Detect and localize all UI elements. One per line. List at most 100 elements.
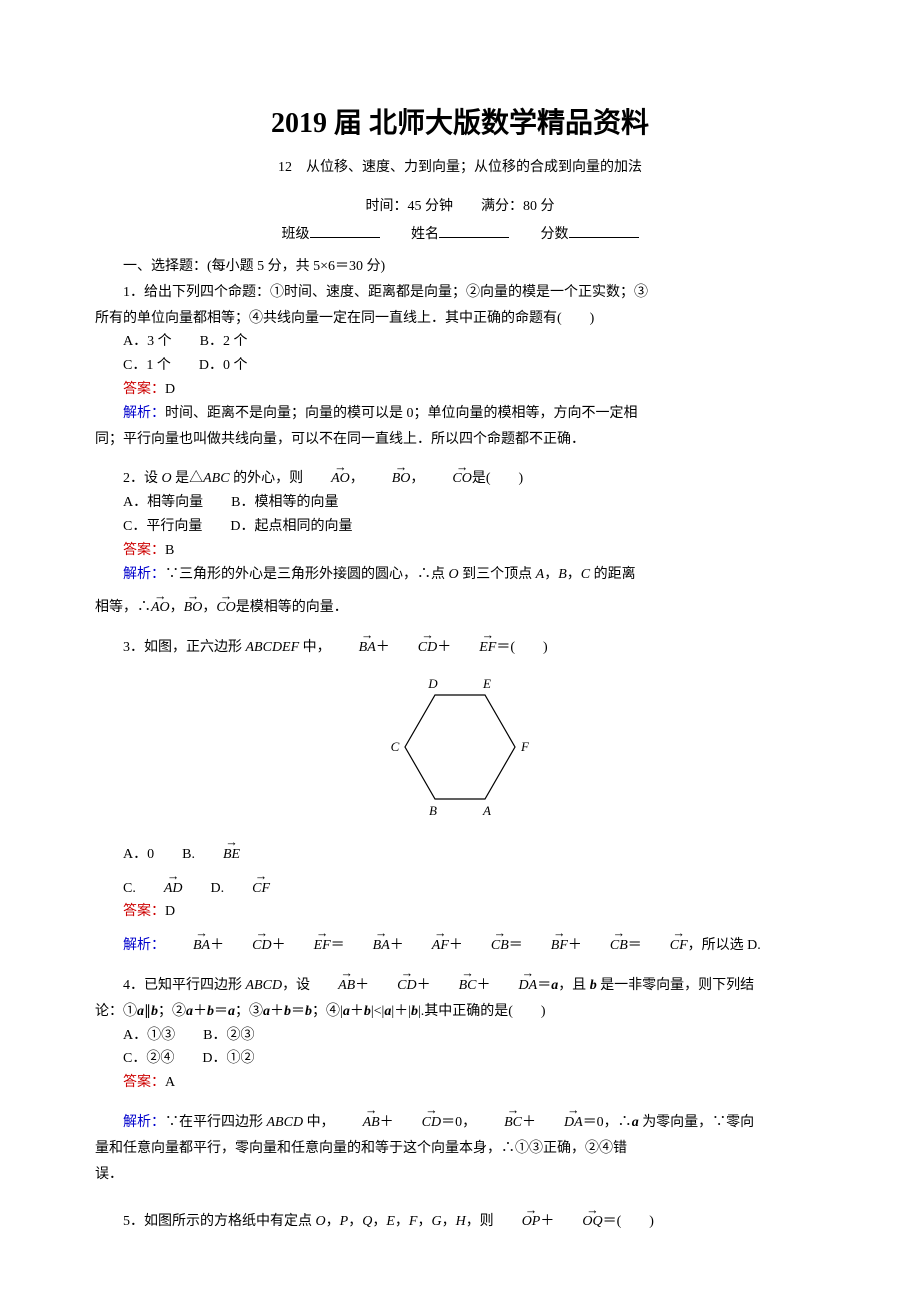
q3-ap3: ＋ bbox=[390, 938, 404, 953]
doc-subtitle: 12 从位移、速度、力到向量；从位移的合成到向量的加法 bbox=[95, 156, 825, 180]
q3-analysis: 解析：BA＋CD＋EF＝BA＋AF＋CB＝BF＋CB＝CF，所以选 D. bbox=[95, 934, 825, 958]
vec-EF-inner: EF bbox=[479, 640, 496, 655]
q4-s2: ，设 bbox=[282, 978, 310, 993]
q4-a4: a bbox=[228, 1004, 235, 1019]
q3-opt-cd: C.AD D.CF bbox=[95, 877, 825, 901]
q4-b5: b bbox=[284, 1004, 291, 1019]
label-score: 分数 bbox=[541, 227, 569, 242]
vec-CD2: CD bbox=[224, 934, 271, 958]
vec-CF2-i: CF bbox=[670, 938, 688, 953]
q2-a-O: O bbox=[449, 567, 459, 582]
vec-EF: EF bbox=[451, 636, 496, 660]
q4-ap2: ＋ bbox=[522, 1115, 536, 1130]
q5-s1: 5．如图所示的方格纸中有定点 bbox=[123, 1214, 316, 1229]
q5-c3: ， bbox=[372, 1214, 386, 1229]
vec-BA3: BA bbox=[345, 934, 390, 958]
answer-label: 答案： bbox=[123, 543, 165, 558]
hex-label-C: C bbox=[391, 739, 400, 754]
q4-p1: ＋ bbox=[355, 978, 369, 993]
q4-p2: ＋ bbox=[417, 978, 431, 993]
vec-AF-i: AF bbox=[432, 938, 449, 953]
analysis-label: 解析： bbox=[123, 567, 165, 582]
vec-BC-i: BC bbox=[459, 978, 477, 993]
q4-s1: 4．已知平行四边形 bbox=[123, 978, 246, 993]
vec-CD3: CD bbox=[369, 974, 416, 998]
q3-p1: ＋ bbox=[376, 640, 390, 655]
hexagon-shape bbox=[405, 695, 515, 799]
vec-BF-i: BF bbox=[551, 938, 568, 953]
vec-EF2: EF bbox=[286, 934, 331, 958]
vec-AD: AD bbox=[136, 877, 183, 901]
vec-CD3-i: CD bbox=[397, 978, 416, 993]
vec-BC2-i: BC bbox=[504, 1115, 522, 1130]
vec-BO: BO bbox=[364, 467, 411, 491]
vec-CD: CD bbox=[390, 636, 437, 660]
blank-name bbox=[439, 237, 509, 238]
q4-a2t: 中， bbox=[303, 1115, 335, 1130]
vec-AO-inner: AO bbox=[331, 471, 350, 486]
q2-answer-val: B bbox=[165, 543, 174, 558]
vec-AB-i: AB bbox=[338, 978, 355, 993]
q4-stem-line2: 论：①a∥b；②a＋b＝a；③a＋b＝b；④|a＋b|<|a|＋|b|.其中正确… bbox=[95, 1000, 825, 1024]
q5-c6: ， bbox=[442, 1214, 456, 1229]
vec-DA2-i: DA bbox=[564, 1115, 583, 1130]
vec-BE-inner: BE bbox=[223, 847, 240, 862]
q3-optC-mid: D. bbox=[183, 881, 225, 896]
blank-class bbox=[310, 237, 380, 238]
vec-CB2: CB bbox=[582, 934, 628, 958]
q4-answer-val: A bbox=[165, 1075, 175, 1090]
timing-line: 时间：45 分钟 满分：80 分 bbox=[95, 195, 825, 219]
q4-b6: b bbox=[305, 1004, 312, 1019]
q5-H: H bbox=[456, 1214, 466, 1229]
vec-CO2: CO bbox=[216, 596, 235, 620]
vec-CF: CF bbox=[224, 877, 270, 901]
q4-a1t: ∵在平行四边形 bbox=[165, 1115, 267, 1130]
blank-score bbox=[569, 237, 639, 238]
q4-par: ∥ bbox=[144, 1004, 151, 1019]
q2-cc1: ， bbox=[170, 600, 184, 615]
q4-s6b: ＋ bbox=[270, 1004, 284, 1019]
q3-stem: 3．如图，正六边形 ABCDEF 中，BA＋CD＋EF＝( ) bbox=[95, 636, 825, 660]
q4-analysis-line2: 量和任意向量都平行，零向量和任意向量的和等于这个向量本身，∴①③正确，②④错 bbox=[95, 1137, 825, 1161]
q1-analysis-line2: 同；平行向量也叫做共线向量，可以不在同一直线上．所以四个命题都不正确． bbox=[95, 428, 825, 452]
q1-opt-ab: A．3 个 B．2 个 bbox=[95, 330, 825, 354]
hex-label-A: A bbox=[482, 803, 491, 818]
q4-a3t: ＝0，∴ bbox=[583, 1115, 632, 1130]
q3-atail: ，所以选 D. bbox=[688, 938, 761, 953]
answer-label: 答案： bbox=[123, 382, 165, 397]
q1-analysis-text1: 时间、距离不是向量；向量的模可以是 0；单位向量的模相等，方向不一定相 bbox=[165, 406, 638, 421]
q4-pabs: |＋| bbox=[391, 1004, 411, 1019]
q3-eq1: ＝ bbox=[331, 938, 345, 953]
vec-AO2: AO bbox=[151, 596, 170, 620]
vec-BA: BA bbox=[331, 636, 376, 660]
vec-BA2-i: BA bbox=[193, 938, 210, 953]
hex-label-D: D bbox=[427, 676, 438, 691]
q4-analysis-line3: 误． bbox=[95, 1163, 825, 1187]
q3-abcdef: ABCDEF bbox=[246, 640, 300, 655]
q2-a6: 相等，∴ bbox=[95, 600, 151, 615]
q2-s1: 2．设 bbox=[123, 471, 162, 486]
q4-s6: ＋ bbox=[193, 1004, 207, 1019]
q5-stem: 5．如图所示的方格纸中有定点 O，P，Q，E，F，G，H，则OP＋OQ＝( ) bbox=[95, 1210, 825, 1234]
q4-b2: b bbox=[151, 1004, 158, 1019]
q4-s6c: ＋ bbox=[350, 1004, 364, 1019]
q2-ABC: ABC bbox=[203, 471, 229, 486]
q3-ap4: ＋ bbox=[449, 938, 463, 953]
hexagon-svg: D E C F B A bbox=[375, 672, 545, 822]
q2-a-A: A bbox=[536, 567, 545, 582]
q2-a2: 到三个顶点 bbox=[459, 567, 536, 582]
q5-s2: ，则 bbox=[466, 1214, 494, 1229]
section-1-header: 一、选择题：(每小题 5 分，共 5×6＝30 分) bbox=[95, 255, 825, 279]
label-name: 姓名 bbox=[411, 227, 439, 242]
vec-DA-i: DA bbox=[519, 978, 538, 993]
vec-BO-inner: BO bbox=[392, 471, 411, 486]
vec-AO2-inner: AO bbox=[151, 600, 170, 615]
q2-s2: 是△ bbox=[172, 471, 204, 486]
q4-end: |.其中正确的是( ) bbox=[418, 1004, 546, 1019]
q4-s4: 是一非零向量，则下列结 bbox=[597, 978, 755, 993]
vec-CD-inner: CD bbox=[418, 640, 437, 655]
q3-answer-val: D bbox=[165, 904, 175, 919]
q2-stem: 2．设 O 是△ABC 的外心，则AO，BO，CO是( ) bbox=[95, 467, 825, 491]
analysis-label: 解析： bbox=[123, 1115, 165, 1130]
q4-b3: b bbox=[207, 1004, 214, 1019]
